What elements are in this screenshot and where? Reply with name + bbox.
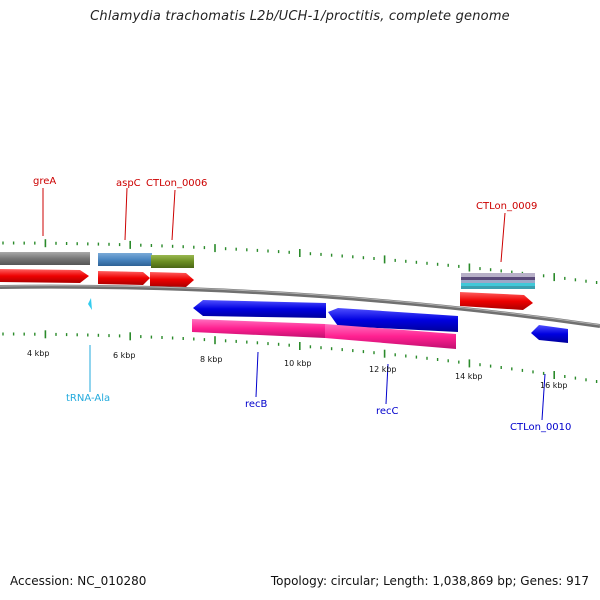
scale-label-16kbp: 16 kbp xyxy=(540,381,568,390)
gene-arrow-CTLon_0009[interactable] xyxy=(460,292,533,310)
cog-track xyxy=(0,252,535,289)
rna-reverse-track xyxy=(192,319,456,349)
reverse-cds-track xyxy=(193,300,568,343)
gene-arrow-recB[interactable] xyxy=(193,300,326,318)
trna-marker[interactable] xyxy=(88,298,92,310)
cog-block-grey xyxy=(0,252,90,265)
gene-label-aspC[interactable]: aspC xyxy=(116,178,141,189)
accession-text: Accession: NC_010280 xyxy=(10,574,147,588)
feature-bar-recC xyxy=(325,324,456,349)
scale-label-8kbp: 8 kbp xyxy=(200,355,222,364)
gene-arrow-recC[interactable] xyxy=(328,308,458,332)
cog-block-striped xyxy=(461,273,535,289)
genome-backbone xyxy=(0,284,600,328)
gene-arrow-aspC[interactable] xyxy=(98,271,150,285)
scale-label-4kbp: 4 kbp xyxy=(27,349,49,358)
cog-block-green xyxy=(151,255,194,268)
inner-tick-track xyxy=(2,330,598,383)
gene-label-CTLon_0006[interactable]: CTLon_0006 xyxy=(146,178,207,189)
gene-arrow-CTLon_0006[interactable] xyxy=(150,272,194,287)
scale-label-14kbp: 14 kbp xyxy=(455,372,483,381)
gene-label-recB[interactable]: recB xyxy=(245,399,268,410)
gene-label-CTLon_0009[interactable]: CTLon_0009 xyxy=(476,201,537,212)
gene-label-recC[interactable]: recC xyxy=(376,406,399,417)
scale-label-10kbp: 10 kbp xyxy=(284,359,312,368)
gene-label-CTLon_0010[interactable]: CTLon_0010 xyxy=(510,422,571,433)
gene-label-greA[interactable]: greA xyxy=(33,176,56,187)
gene-arrow-greA[interactable] xyxy=(0,269,89,283)
feature-bar-recB xyxy=(192,319,325,338)
genome-title: Chlamydia trachomatis L2b/UCH-1/proctiti… xyxy=(90,9,510,24)
gene-arrow-CTLon_0010[interactable] xyxy=(531,325,568,343)
scale-label-6kbp: 6 kbp xyxy=(113,351,135,360)
outer-tick-track xyxy=(2,239,598,284)
cog-block-blue xyxy=(98,253,152,266)
genome-summary-text: Topology: circular; Length: 1,038,869 bp… xyxy=(270,574,589,588)
scale-label-12kbp: 12 kbp xyxy=(369,365,397,374)
gene-label-tRNA-Ala[interactable]: tRNA-Ala xyxy=(66,393,110,404)
forward-cds-track xyxy=(0,269,533,310)
label-leaders xyxy=(42,187,546,421)
